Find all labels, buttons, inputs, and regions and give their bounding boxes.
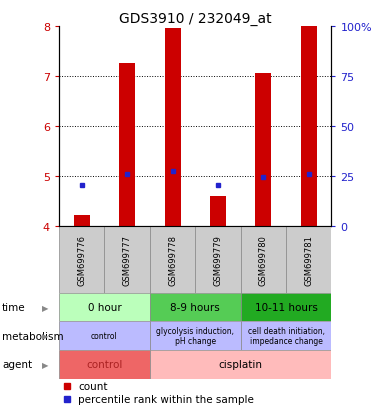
Text: GSM699777: GSM699777 (123, 234, 132, 285)
Text: agent: agent (2, 359, 32, 369)
Text: GSM699780: GSM699780 (259, 235, 268, 285)
Text: ▶: ▶ (42, 303, 48, 312)
Bar (241, 293, 331, 322)
Text: 0 hour: 0 hour (88, 302, 121, 312)
Bar (241, 226, 286, 293)
Bar (286, 226, 331, 293)
Text: control: control (86, 359, 123, 369)
Bar (59, 322, 150, 350)
Bar (195, 226, 241, 293)
Bar (210, 197, 226, 226)
Bar (59, 226, 104, 293)
Text: GSM699776: GSM699776 (77, 234, 86, 285)
Bar (119, 64, 135, 226)
Bar (241, 322, 331, 350)
Bar (301, 27, 317, 226)
Bar (150, 322, 241, 350)
Bar (59, 350, 150, 379)
Text: time: time (2, 302, 26, 312)
Text: GSM699779: GSM699779 (213, 235, 223, 285)
Text: cisplatin: cisplatin (219, 359, 263, 369)
Text: ▶: ▶ (42, 331, 48, 340)
Bar (255, 74, 271, 226)
Bar (104, 226, 150, 293)
Bar (150, 350, 331, 379)
Text: 8-9 hours: 8-9 hours (170, 302, 220, 312)
Text: cell death initiation,
impedance change: cell death initiation, impedance change (248, 326, 325, 346)
Text: ▶: ▶ (42, 360, 48, 369)
Text: count: count (78, 381, 107, 391)
Text: GSM699781: GSM699781 (304, 235, 313, 285)
Bar (150, 293, 241, 322)
Bar (74, 216, 90, 226)
Text: percentile rank within the sample: percentile rank within the sample (78, 394, 254, 404)
Text: GSM699778: GSM699778 (168, 234, 177, 285)
Text: glycolysis induction,
pH change: glycolysis induction, pH change (156, 326, 234, 346)
Bar (165, 29, 181, 226)
Text: control: control (91, 331, 118, 340)
Bar (59, 293, 150, 322)
Title: GDS3910 / 232049_at: GDS3910 / 232049_at (119, 12, 272, 26)
Text: metabolism: metabolism (2, 331, 64, 341)
Text: 10-11 hours: 10-11 hours (255, 302, 317, 312)
Bar (150, 226, 195, 293)
